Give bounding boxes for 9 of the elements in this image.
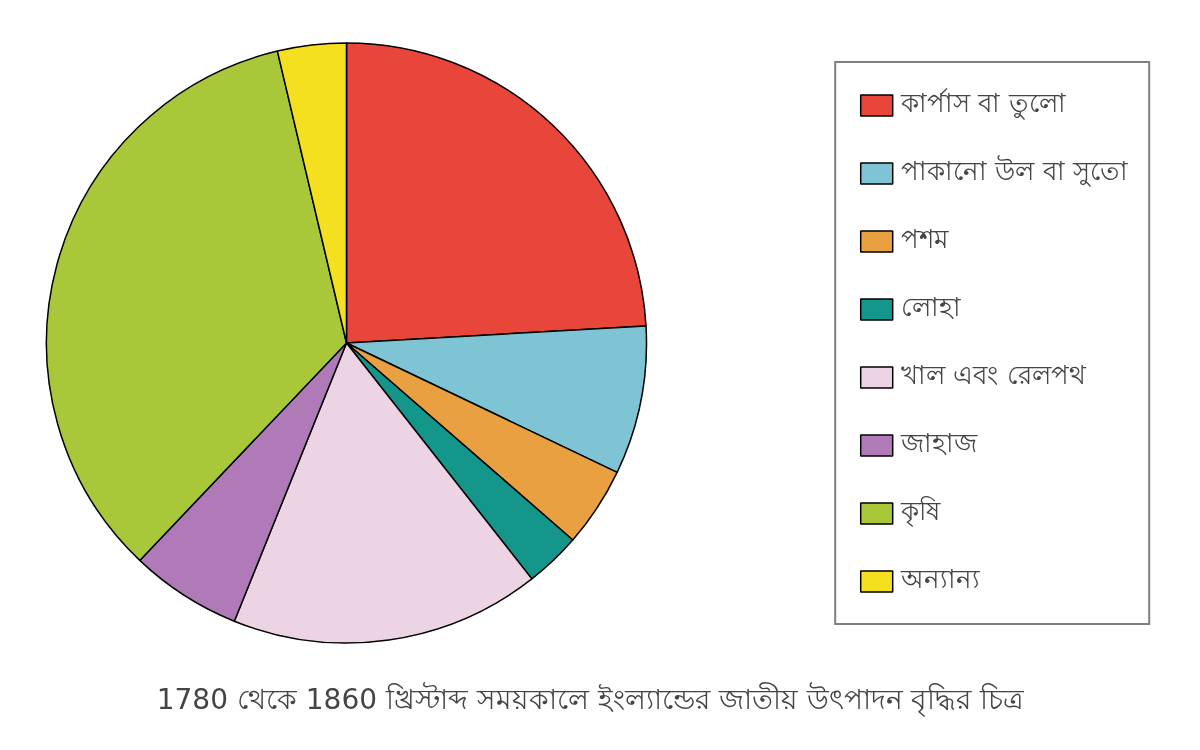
legend-label: পশম <box>901 222 949 256</box>
text: 1780 থেকে 1860 খ্রিস্টাব্দ সময়কালে ইংল্যান্ডের জাতীয় উৎপাদন বৃদ্ধির চিত্র <box>156 681 1025 717</box>
legend-label: কার্পাস বা তুলো <box>901 86 1066 122</box>
legend-label: লোহা <box>901 290 962 324</box>
legend-label: কৃষি <box>901 494 941 529</box>
legend-label: অন্যান্য <box>901 562 981 596</box>
legend-label: খাল এবং রেলপথ <box>901 358 1086 392</box>
legend-label: জাহাজ <box>901 426 978 460</box>
legend-label: পাকানো উল বা সুতো <box>901 154 1128 189</box>
